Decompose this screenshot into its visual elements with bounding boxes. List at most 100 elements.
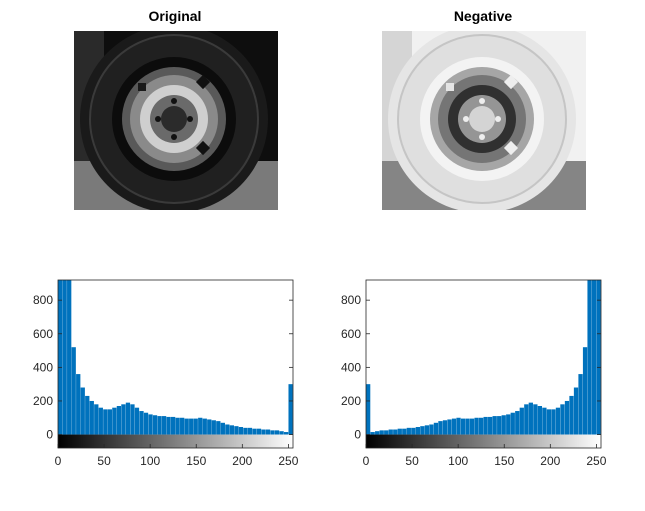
original-hist-bar — [144, 413, 148, 435]
original-hist-bar — [225, 424, 229, 434]
original-hist-bar — [126, 403, 130, 435]
original-hist-bar — [198, 418, 202, 435]
original-hist-bar — [81, 388, 85, 435]
negative-hist-ytick-label: 400 — [341, 360, 361, 374]
original-hist-bar — [162, 416, 166, 434]
original-hist-bar — [230, 425, 234, 434]
negative-hist-bar — [587, 280, 591, 435]
negative-hist-bar — [524, 404, 528, 434]
original-hist-bar — [112, 408, 116, 435]
negative-hist-bar — [578, 374, 582, 434]
original-hist-xtick-label: 50 — [97, 454, 111, 468]
original-hist-bar — [194, 419, 198, 435]
negative-hist-ytick-label: 0 — [354, 428, 361, 442]
original-hist-xtick-label: 200 — [232, 454, 252, 468]
original-hist-xtick-label: 0 — [55, 454, 62, 468]
original-hist-bar — [288, 384, 292, 434]
original-hist-bar — [180, 418, 184, 435]
original-hist-bar — [207, 419, 211, 434]
original-hist-bar — [157, 416, 161, 434]
original-hist-bar — [171, 417, 175, 435]
original-hist-ytick-label: 400 — [33, 360, 53, 374]
negative-hist-bar — [583, 347, 587, 434]
negative-hist-bar — [416, 427, 420, 435]
original-hist-bar — [85, 396, 89, 435]
negative-hist-bar — [520, 408, 524, 435]
original-hist-bar — [90, 401, 94, 435]
original-hist-bar — [139, 411, 143, 435]
negative-hist-bar — [479, 418, 483, 435]
original-hist-bar — [257, 429, 261, 435]
negative-hist-bar — [456, 418, 460, 435]
negative-hist-bar — [465, 419, 469, 435]
original-hist-bar — [63, 280, 67, 435]
original-hist-bar — [103, 409, 107, 434]
original-hist-bar — [275, 430, 279, 434]
original-hist-bar — [212, 420, 216, 434]
negative-hist-bar — [438, 421, 442, 434]
negative-hist-bar — [429, 424, 433, 434]
negative-hist-bar — [529, 403, 533, 435]
negative-hist-bar — [506, 414, 510, 434]
negative-hist-bar — [565, 401, 569, 435]
original-hist-bar — [58, 280, 62, 435]
negative-hist-bar — [447, 419, 451, 434]
original-hist-ytick-label: 0 — [46, 428, 53, 442]
original-hist-bar — [221, 423, 225, 435]
negative-hist-bar — [389, 430, 393, 435]
negative-hist-bar — [398, 429, 402, 435]
negative-hist-bar — [393, 430, 397, 435]
negative-hist-bar — [542, 408, 546, 435]
negative-hist-bar — [420, 426, 424, 434]
original-hist-ytick-label: 800 — [33, 293, 53, 307]
negative-hist-bar — [556, 408, 560, 435]
original-hist-bar — [239, 427, 243, 435]
original-hist-bar — [266, 430, 270, 435]
negative-hist-bar — [596, 280, 600, 435]
negative-hist-bar — [515, 411, 519, 435]
negative-hist-bar — [551, 409, 555, 434]
negative-hist-xtick-label: 100 — [448, 454, 468, 468]
original-hist-bar — [270, 430, 274, 434]
original-hist-bar — [243, 428, 247, 435]
negative-hist-bar — [533, 404, 537, 434]
negative-hist-bar — [402, 429, 406, 435]
negative-hist-xtick-label: 50 — [405, 454, 419, 468]
original-hist-bar — [121, 404, 125, 434]
negative-hist-bar — [411, 428, 415, 435]
negative-hist-ytick-label: 600 — [341, 327, 361, 341]
negative-hist-ytick-label: 800 — [341, 293, 361, 307]
negative-hist-bar — [488, 417, 492, 435]
negative-hist-bar — [560, 404, 564, 434]
original-hist-ytick-label: 600 — [33, 327, 53, 341]
negative-hist-bar — [366, 384, 370, 434]
original-hist-bar — [203, 419, 207, 435]
negative-hist-bar — [384, 430, 388, 434]
original-hist-bar — [108, 409, 112, 434]
negative-hist-colorbar — [366, 435, 601, 448]
negative-hist-xtick-label: 150 — [494, 454, 514, 468]
original-hist-bar — [284, 432, 288, 435]
original-hist-bar — [148, 414, 152, 434]
negative-image — [382, 31, 586, 210]
negative-hist-bar — [380, 430, 384, 434]
negative-hist-bar — [371, 432, 375, 435]
original-hist-bar — [176, 418, 180, 435]
negative-hist-bar — [443, 420, 447, 434]
original-histogram: 0 200 400 600 800 0 50 100 150 200 250 — [0, 270, 322, 490]
original-image — [74, 31, 278, 210]
negative-hist-bar — [470, 419, 474, 435]
negative-hist-bar — [511, 413, 515, 435]
negative-hist-bar — [474, 418, 478, 435]
original-hist-colorbar — [58, 435, 293, 448]
original-hist-bar — [94, 404, 98, 434]
original-hist-bar — [153, 415, 157, 434]
original-hist-bar — [185, 419, 189, 435]
negative-hist-bar — [375, 431, 379, 434]
right-image-title: Negative — [373, 8, 593, 24]
original-hist-bar — [130, 404, 134, 434]
negative-hist-bar — [493, 416, 497, 434]
negative-hist-bar — [461, 419, 465, 435]
original-hist-bar — [72, 347, 76, 434]
original-hist-bar — [117, 406, 121, 435]
